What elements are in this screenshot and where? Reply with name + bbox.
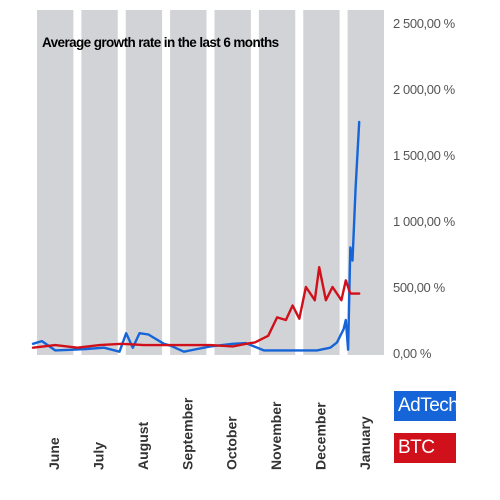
background-band	[347, 10, 384, 355]
x-tick-label: August	[135, 421, 151, 470]
y-tick-label: 2 500,00 %	[393, 16, 456, 31]
chart-title: Average growth rate in the last 6 months	[42, 35, 279, 50]
background-band	[125, 10, 163, 355]
y-tick-label: 1 000,00 %	[393, 214, 456, 229]
series-lines	[31, 120, 361, 353]
x-tick-label: October	[224, 416, 240, 470]
x-axis-labels: June July August September October November De…	[46, 397, 373, 470]
background-band	[170, 10, 207, 355]
y-tick-label: 2 000,00 %	[393, 82, 456, 97]
x-tick-label: November	[268, 401, 284, 470]
y-tick-label: 500,00 %	[393, 280, 446, 295]
background-band	[258, 10, 296, 355]
legend-item-btc: BTC	[394, 433, 456, 463]
background-band	[81, 10, 118, 355]
background-band	[303, 10, 340, 355]
y-tick-label: 1 500,00 %	[393, 148, 456, 163]
x-tick-label: June	[46, 437, 62, 470]
background-band	[214, 10, 251, 355]
background-bands	[37, 10, 384, 355]
y-axis-ticks: 0,00 % 500,00 % 1 000,00 % 1 500,00 % 2 000,…	[393, 16, 456, 361]
legend-item-adtech: AdTech	[394, 391, 459, 421]
x-tick-label: September	[179, 397, 195, 470]
y-tick-label: 0,00 %	[393, 346, 432, 361]
series-line-btc	[31, 266, 361, 349]
background-band	[37, 10, 74, 355]
x-tick-label: December	[312, 402, 328, 470]
x-tick-label: July	[91, 442, 107, 470]
series-line-adtech	[31, 120, 361, 353]
x-tick-label: January	[357, 416, 373, 470]
